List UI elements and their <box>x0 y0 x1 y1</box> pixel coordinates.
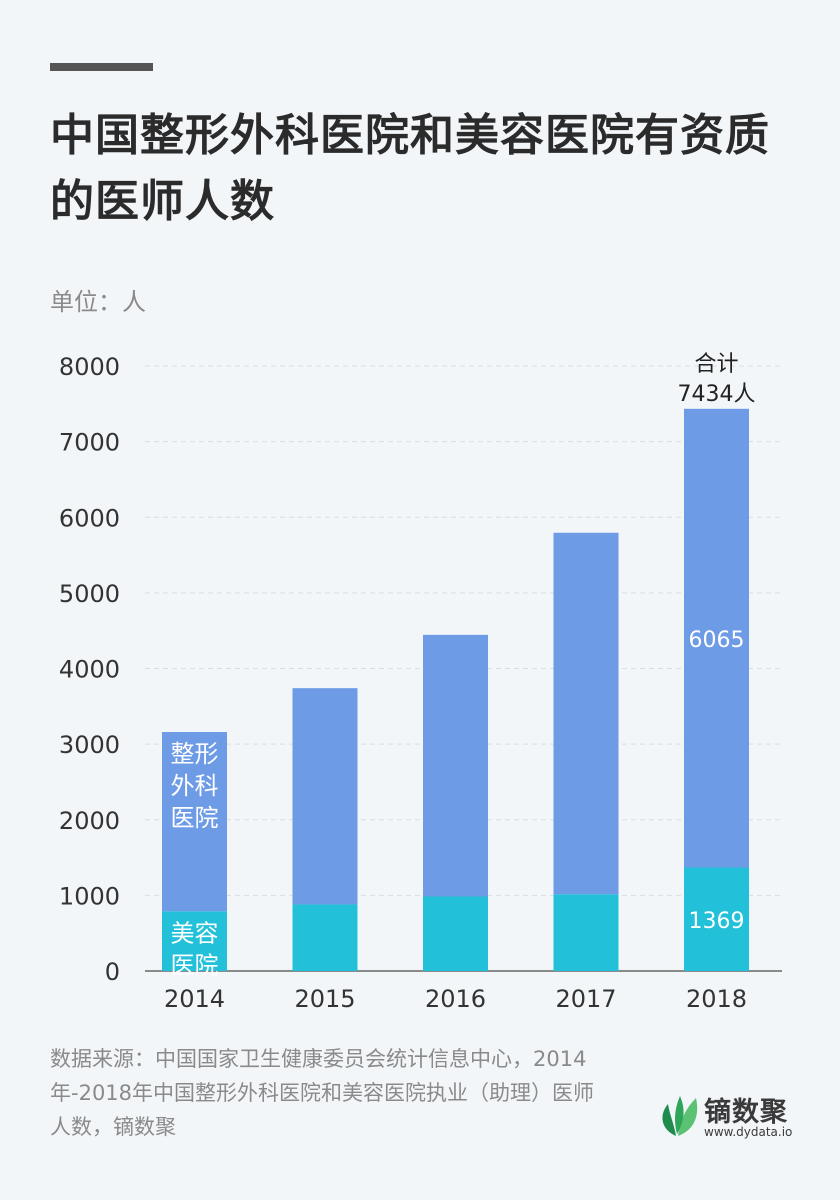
x-tick-label: 2018 <box>686 985 747 1013</box>
y-tick-label: 2000 <box>59 807 120 835</box>
y-tick-label: 0 <box>105 958 120 986</box>
x-tick-label: 2017 <box>555 985 616 1013</box>
y-tick-label: 7000 <box>59 429 120 457</box>
source-note: 数据来源：中国国家卫生健康委员会统计信息中心，2014年-2018年中国整形外科… <box>50 1047 595 1139</box>
bar-plastic-2014 <box>162 732 227 912</box>
logo-name: 镝数聚 <box>704 1097 788 1128</box>
y-tick-label: 3000 <box>59 731 120 759</box>
bar-plastic-2017 <box>553 532 619 895</box>
y-tick-label: 1000 <box>59 882 120 910</box>
bar-cosmetic-2014 <box>162 911 227 971</box>
stacked-bar-chart: 0 1000 2000 3000 4000 5000 6000 7000 8000 2014 整形外… <box>59 352 782 1013</box>
y-tick-label: 4000 <box>59 656 120 684</box>
total-label-line1: 合计 <box>694 352 738 377</box>
bar-plastic-2018 <box>684 408 749 868</box>
brand-logo: 镝数聚 www.dydata.io <box>656 1090 806 1142</box>
logo-url: www.dydata.io <box>704 1125 793 1139</box>
x-tick-label: 2015 <box>294 985 355 1013</box>
series-label-cosmetic: 医院 <box>171 951 219 979</box>
bar-cosmetic-2016 <box>423 896 488 971</box>
total-label-line2: 7434人 <box>678 382 756 407</box>
bar-plastic-2015 <box>292 688 358 905</box>
y-tick-label: 6000 <box>59 504 120 532</box>
series-label-plastic: 医院 <box>171 804 219 832</box>
y-tick-label: 8000 <box>59 353 120 381</box>
top-rule <box>50 63 153 71</box>
unit-label: 单位：人 <box>50 288 146 316</box>
series-label-plastic: 外科 <box>171 772 219 800</box>
data-label-plastic: 6065 <box>689 628 745 653</box>
series-label-cosmetic: 美容 <box>171 919 219 947</box>
bar-cosmetic-2017 <box>553 894 619 971</box>
y-tick-label: 5000 <box>59 580 120 608</box>
bar-plastic-2016 <box>423 634 488 897</box>
chart-title: 中国整形外科医院和美容医院有资质的医师人数 <box>50 110 770 227</box>
bar-cosmetic-2018 <box>684 867 749 971</box>
x-tick-label: 2014 <box>164 985 225 1013</box>
data-label-cosmetic: 1369 <box>689 909 745 934</box>
series-label-plastic: 整形 <box>171 740 219 768</box>
x-tick-label: 2016 <box>425 985 486 1013</box>
leaf-logo-icon <box>662 1096 698 1136</box>
bar-cosmetic-2015 <box>292 904 358 971</box>
